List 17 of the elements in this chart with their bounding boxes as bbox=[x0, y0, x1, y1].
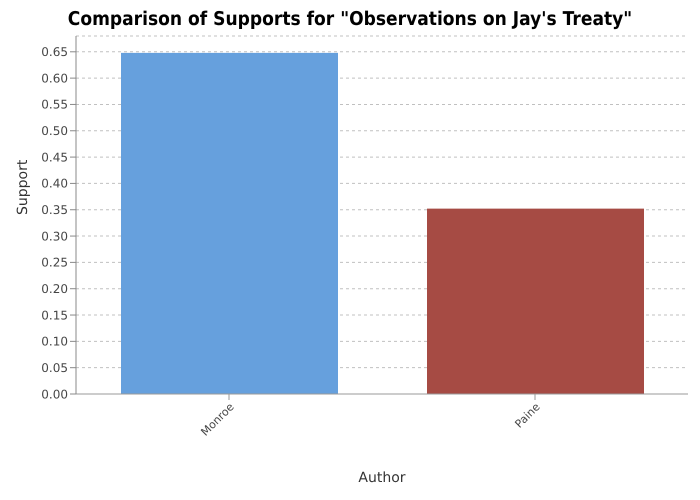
y-tick-label: 0.20 bbox=[41, 282, 68, 296]
y-tick-label: 0.55 bbox=[41, 98, 68, 112]
y-tick-label: 0.25 bbox=[41, 256, 68, 270]
y-tick-label: 0.65 bbox=[41, 45, 68, 60]
y-tick-label: 0.45 bbox=[41, 150, 68, 164]
y-tick-label: 0.40 bbox=[41, 176, 68, 191]
chart-title: Comparison of Supports for "Observations on Jay's Treaty" bbox=[66, 8, 634, 32]
y-tick-label: 0.35 bbox=[41, 202, 68, 217]
y-tick-label: 0.30 bbox=[41, 229, 68, 244]
x-axis-title: Author bbox=[358, 470, 406, 486]
y-tick-label: 0.10 bbox=[41, 334, 68, 349]
y-axis-title: Support bbox=[14, 159, 31, 215]
y-tick-label: 0.05 bbox=[41, 360, 68, 375]
y-tick-label: 0.60 bbox=[41, 71, 68, 86]
y-tick-label: 0.15 bbox=[41, 308, 68, 322]
y-tick-label: 0.00 bbox=[41, 387, 68, 402]
y-tick-label: 0.50 bbox=[41, 124, 68, 138]
